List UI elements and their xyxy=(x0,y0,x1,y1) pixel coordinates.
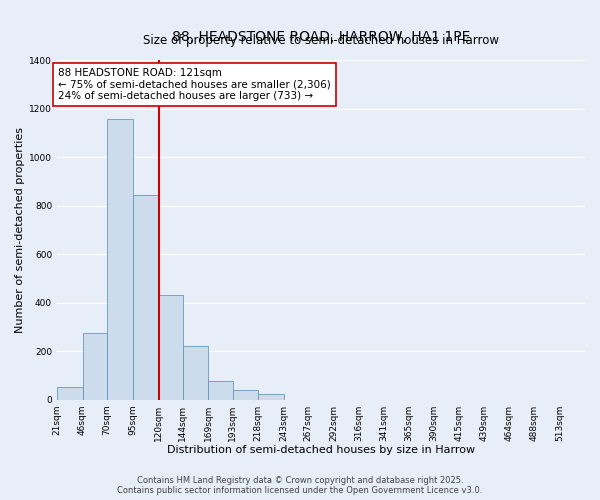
Bar xyxy=(182,346,208,400)
Y-axis label: Number of semi-detached properties: Number of semi-detached properties xyxy=(15,127,25,333)
Bar xyxy=(158,296,182,400)
Title: 88, HEADSTONE ROAD, HARROW, HA1 1PE: 88, HEADSTONE ROAD, HARROW, HA1 1PE xyxy=(172,30,470,44)
Text: Size of property relative to semi-detached houses in Harrow: Size of property relative to semi-detach… xyxy=(143,34,499,47)
Bar xyxy=(208,382,233,400)
X-axis label: Distribution of semi-detached houses by size in Harrow: Distribution of semi-detached houses by … xyxy=(167,445,475,455)
Bar xyxy=(83,333,107,400)
Text: Contains HM Land Registry data © Crown copyright and database right 2025.
Contai: Contains HM Land Registry data © Crown c… xyxy=(118,476,482,495)
Text: 88 HEADSTONE ROAD: 121sqm
← 75% of semi-detached houses are smaller (2,306)
24% : 88 HEADSTONE ROAD: 121sqm ← 75% of semi-… xyxy=(58,68,331,101)
Bar xyxy=(107,118,133,400)
Bar xyxy=(258,394,284,400)
Bar xyxy=(57,388,83,400)
Bar xyxy=(133,195,158,400)
Bar xyxy=(233,390,258,400)
